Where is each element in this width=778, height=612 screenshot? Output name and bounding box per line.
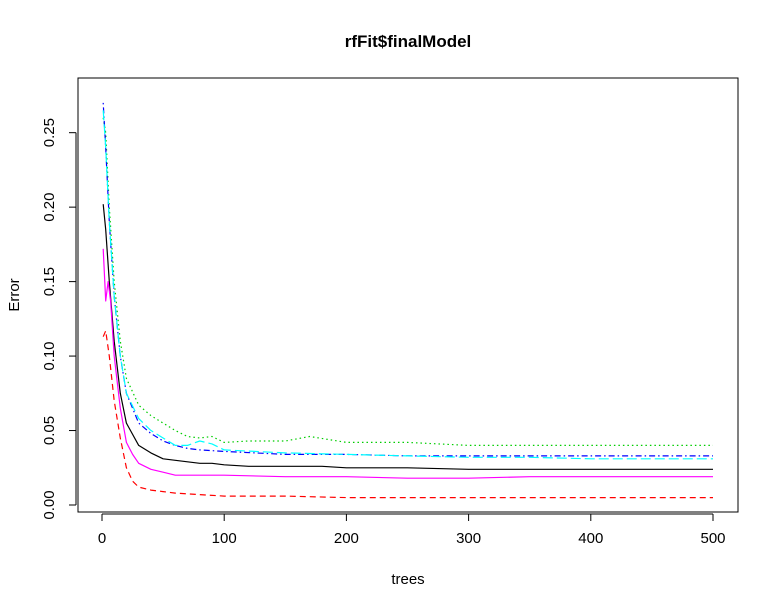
series-line-4 (102, 102, 713, 457)
x-tick-label: 0 (98, 530, 106, 547)
x-tick-label: 500 (700, 530, 725, 547)
y-tick-label: 0.25 (41, 118, 58, 147)
chart-title: rfFit$finalModel (345, 32, 472, 51)
series-layer (102, 102, 713, 499)
y-axis: 0.00 0.05 0.10 0.15 0.20 0.25 (41, 118, 77, 520)
series-line-2 (102, 330, 713, 499)
series-line-1 (102, 204, 713, 470)
plot-frame (77, 77, 739, 513)
x-axis-label: trees (391, 571, 424, 588)
y-tick-label: 0.15 (41, 267, 58, 296)
series-line-6 (102, 248, 713, 479)
x-tick-label: 300 (456, 530, 481, 547)
y-tick-label: 0.00 (41, 490, 58, 519)
x-axis: 0 100 200 300 400 500 (98, 513, 726, 547)
y-tick-label: 0.10 (41, 341, 58, 370)
y-axis-label: Error (6, 278, 23, 311)
y-tick-label: 0.20 (41, 193, 58, 222)
x-tick-label: 200 (334, 530, 359, 547)
series-line-3 (102, 117, 713, 446)
x-tick-label: 100 (212, 530, 237, 547)
x-tick-label: 400 (578, 530, 603, 547)
series-line-5 (102, 110, 713, 460)
y-tick-label: 0.05 (41, 416, 58, 445)
